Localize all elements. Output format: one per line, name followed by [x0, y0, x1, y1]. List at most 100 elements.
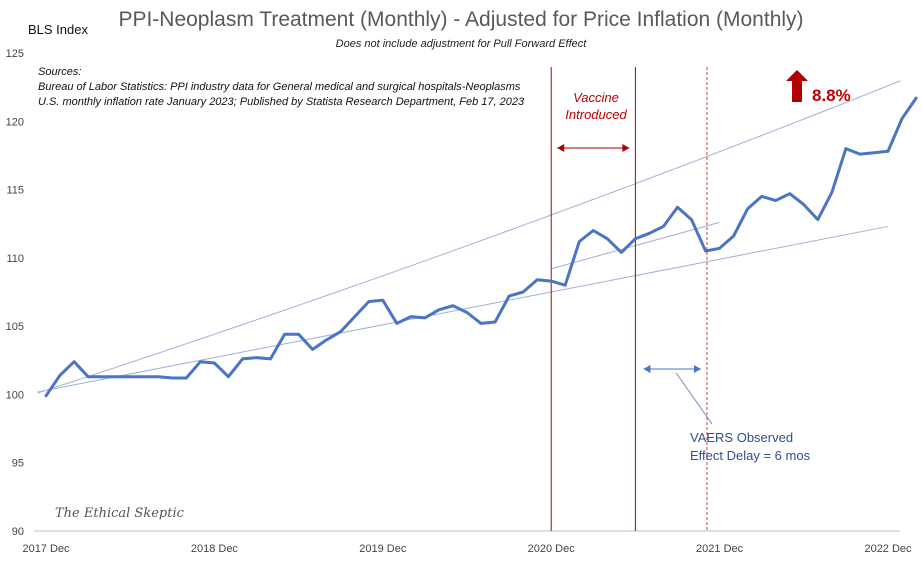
- data-point: [858, 152, 862, 156]
- data-point: [620, 251, 623, 254]
- data-point: [367, 300, 370, 303]
- data-point: [283, 333, 286, 336]
- trendlines: [37, 80, 901, 394]
- x-axis: 2017 Dec 2018 Dec 2019 Dec 2020 Dec 2021 Dec…: [22, 530, 912, 555]
- vaccine-label-line-1: Vaccine: [573, 90, 619, 105]
- x-tick-label: 2020 Dec: [528, 543, 576, 555]
- y-tick-label: 105: [6, 321, 24, 333]
- data-series: [44, 96, 918, 398]
- vaers-arrowhead-right: [693, 365, 701, 373]
- data-point: [690, 218, 693, 221]
- data-point: [634, 237, 637, 240]
- y-axis: 90 95 100 105 110 115 120 125: [6, 48, 24, 538]
- vaers-label-line-1: VAERS Observed: [690, 430, 794, 445]
- sources-heading: Sources:: [38, 66, 82, 78]
- data-point: [886, 150, 890, 153]
- sources-note: Sources: Bureau of Labor Statistics: PPI…: [38, 65, 524, 110]
- data-point: [592, 229, 595, 232]
- y-tick-label: 100: [6, 389, 24, 401]
- data-point: [578, 240, 581, 243]
- vaccine-annotation: Vaccine Introduced: [548, 89, 644, 123]
- data-point: [58, 374, 62, 377]
- vaccine-arrowhead-left: [557, 144, 565, 152]
- y-tick-label: 110: [6, 253, 24, 265]
- x-tick-label: 2022 Dec: [864, 543, 912, 555]
- data-point: [44, 394, 48, 397]
- data-point: [493, 320, 497, 324]
- data-point: [465, 311, 469, 314]
- x-tick-label: 2021 Dec: [696, 543, 744, 555]
- chart-subtitle: Does not include adjustment for Pull For…: [335, 38, 587, 50]
- data-point: [339, 330, 342, 333]
- y-tick-label: 120: [6, 116, 24, 128]
- data-point: [100, 375, 104, 378]
- data-point: [774, 199, 777, 202]
- data-point: [311, 348, 314, 351]
- increase-percentage: 8.8%: [812, 86, 851, 105]
- data-point: [115, 375, 118, 378]
- data-point: [185, 376, 188, 380]
- x-tick-label: 2017 Dec: [22, 543, 70, 555]
- data-point: [830, 191, 834, 194]
- data-point: [143, 375, 146, 378]
- series-line: [44, 96, 918, 398]
- data-point: [648, 232, 651, 235]
- vaers-annotation: VAERS Observed Effect Delay = 6 mos: [690, 429, 810, 465]
- data-point: [521, 290, 525, 294]
- data-point: [451, 304, 455, 307]
- sources-line-1: Bureau of Labor Statistics: PPI industry…: [38, 81, 521, 93]
- exponential-trendline: [37, 80, 901, 394]
- data-point: [676, 206, 679, 209]
- data-point: [129, 375, 132, 378]
- data-point: [704, 249, 707, 253]
- data-point: [395, 322, 398, 325]
- data-point: [746, 207, 749, 210]
- data-point: [872, 151, 876, 154]
- data-point: [423, 316, 427, 320]
- y-tick-label: 125: [6, 48, 24, 60]
- chart-title: PPI-Neoplasm Treatment (Monthly) - Adjus…: [118, 8, 804, 31]
- data-point: [353, 315, 356, 318]
- data-point: [732, 234, 735, 238]
- data-point: [816, 218, 819, 221]
- data-point: [86, 375, 90, 378]
- data-point: [241, 357, 244, 361]
- data-point: [437, 308, 441, 311]
- data-point: [914, 96, 918, 100]
- data-point: [788, 192, 791, 195]
- vaccine-label-line-2: Introduced: [565, 107, 627, 122]
- y-tick-label: 95: [12, 458, 24, 470]
- data-point: [718, 247, 721, 250]
- data-point: [900, 117, 904, 120]
- data-point: [381, 299, 384, 302]
- data-point: [662, 225, 665, 228]
- sources-line-2: U.S. monthly inflation rate January 2023…: [38, 96, 525, 108]
- data-point: [507, 294, 511, 298]
- data-point: [227, 375, 230, 378]
- vaccine-arrowhead-right: [622, 144, 630, 152]
- data-point: [606, 237, 609, 240]
- data-point: [255, 356, 258, 359]
- y-axis-label: BLS Index: [28, 22, 88, 37]
- event-markers: [550, 67, 808, 531]
- vaers-label-line-2: Effect Delay = 6 mos: [690, 448, 811, 463]
- vaers-callout-leader: [675, 372, 713, 425]
- data-point: [536, 278, 539, 281]
- data-point: [760, 195, 763, 198]
- data-point: [844, 147, 848, 150]
- data-point: [297, 333, 300, 336]
- increase-up-arrow-icon: [786, 70, 808, 102]
- data-point: [325, 338, 328, 341]
- watermark: The Ethical Skeptic: [55, 506, 184, 521]
- data-point: [157, 375, 160, 378]
- data-point: [72, 360, 76, 363]
- data-point: [409, 315, 413, 318]
- data-point: [269, 357, 272, 361]
- y-tick-label: 90: [12, 526, 24, 538]
- data-point: [550, 279, 553, 283]
- data-point: [479, 322, 483, 325]
- x-tick-label: 2019 Dec: [359, 543, 407, 555]
- data-point: [802, 203, 805, 206]
- data-point: [171, 376, 174, 380]
